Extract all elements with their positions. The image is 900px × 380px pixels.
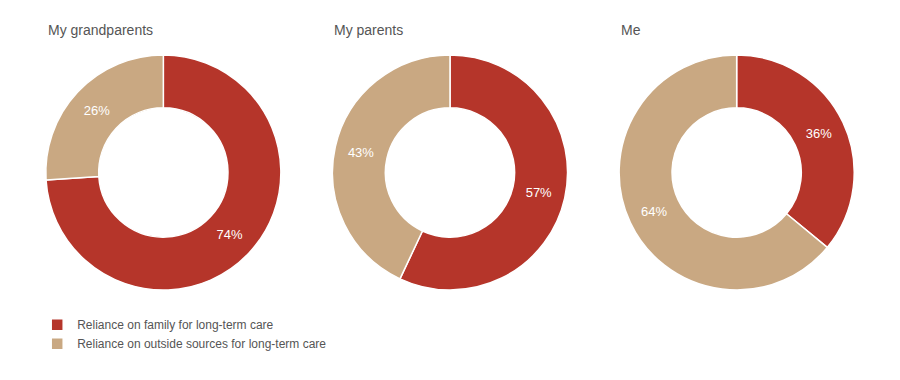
svg-text:Reliance on outside sources fo: Reliance on outside sources for long-ter…: [77, 337, 326, 351]
svg-text:74%: 74%: [217, 227, 243, 242]
svg-text:36%: 36%: [806, 126, 832, 141]
svg-text:My grandparents: My grandparents: [48, 22, 153, 38]
svg-text:64%: 64%: [641, 204, 667, 219]
svg-text:57%: 57%: [526, 185, 552, 200]
svg-text:43%: 43%: [348, 145, 374, 160]
svg-text:26%: 26%: [84, 103, 110, 118]
svg-text:My parents: My parents: [334, 22, 403, 38]
svg-text:Me: Me: [621, 22, 641, 38]
svg-text:Reliance on family for long-te: Reliance on family for long-term care: [77, 318, 273, 332]
